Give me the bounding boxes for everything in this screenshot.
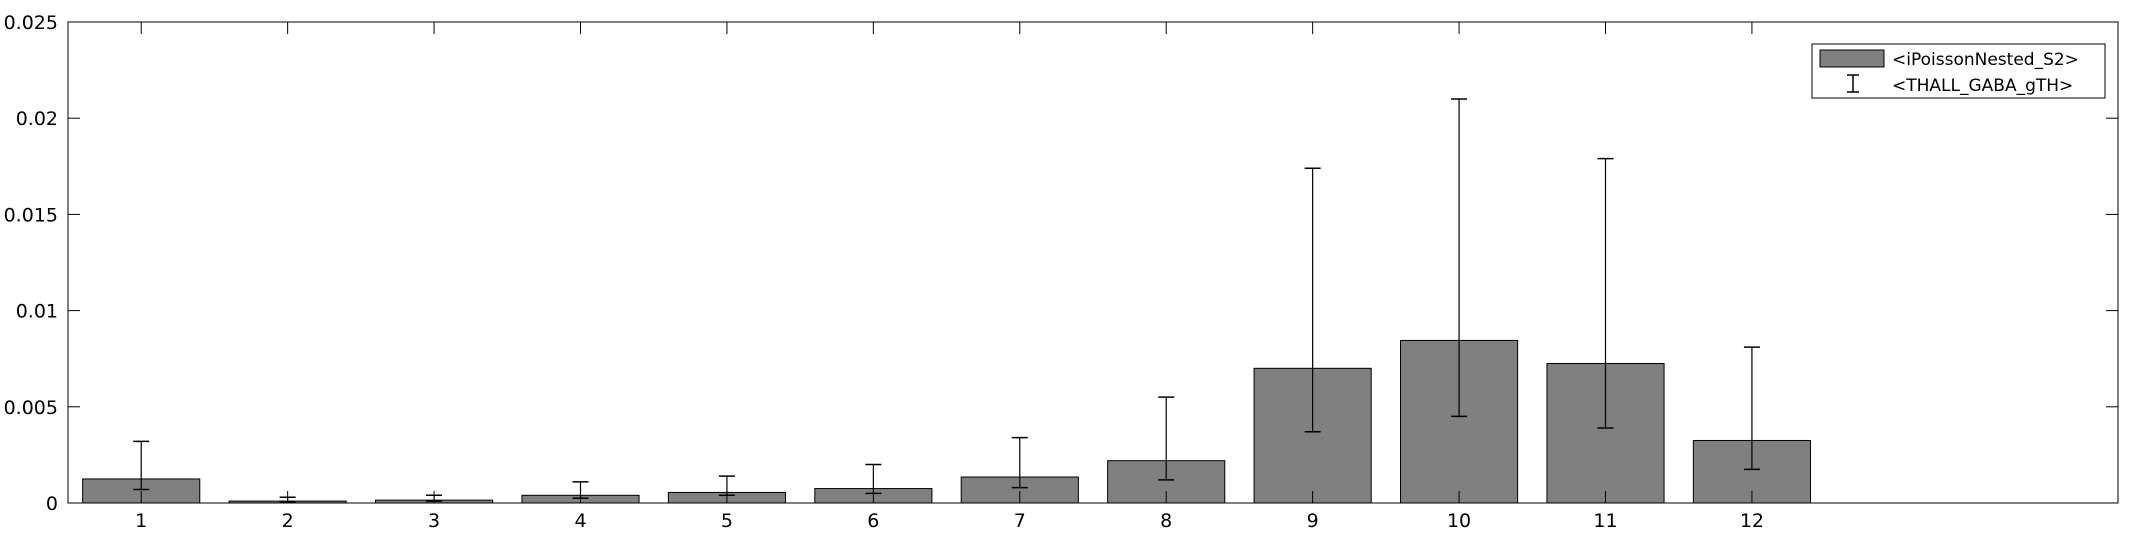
x-tick-label: 11 <box>1593 510 1617 532</box>
legend: <iPoissonNested_S2> <THALL_GABA_gTH> <box>1811 43 2106 99</box>
y-tick-label: 0.01 <box>16 301 58 323</box>
x-tick-label: 9 <box>1307 510 1319 532</box>
x-tick-label: 6 <box>867 510 879 532</box>
legend-label-errorbars: <THALL_GABA_gTH> <box>1892 76 2073 96</box>
errorbar-11 <box>1597 157 1614 429</box>
y-tick-label: 0.005 <box>4 397 58 419</box>
errorbar-1 <box>133 440 150 491</box>
legend-swatch-bar <box>1819 49 1885 68</box>
y-tick-label: 0.015 <box>4 204 58 226</box>
errorbar-12 <box>1743 346 1760 471</box>
errorbar-7 <box>1011 436 1028 489</box>
bars-group <box>82 339 1812 504</box>
legend-swatch-errorbar <box>1847 74 1859 93</box>
axes-frame <box>67 21 2119 504</box>
x-tick-label: 2 <box>282 510 294 532</box>
errorbar-9 <box>1304 167 1321 433</box>
plot-area <box>67 21 2119 504</box>
x-tick-label: 5 <box>721 510 733 532</box>
y-tick-label: 0 <box>46 493 58 515</box>
x-tick-label: 12 <box>1740 510 1764 532</box>
x-tick-label: 7 <box>1014 510 1026 532</box>
x-tick-label: 8 <box>1160 510 1172 532</box>
errorbars-group <box>133 98 1760 503</box>
x-tick-label: 10 <box>1447 510 1471 532</box>
legend-label-bars: <iPoissonNested_S2> <box>1892 50 2079 70</box>
y-tick-label: 0.02 <box>16 108 58 130</box>
x-tick-label: 1 <box>135 510 147 532</box>
errorbar-10 <box>1451 98 1468 418</box>
x-tick-label: 4 <box>574 510 586 532</box>
x-tick-label: 3 <box>428 510 440 532</box>
y-tick-label: 0.025 <box>4 12 58 34</box>
errorbar-8 <box>1158 396 1175 481</box>
